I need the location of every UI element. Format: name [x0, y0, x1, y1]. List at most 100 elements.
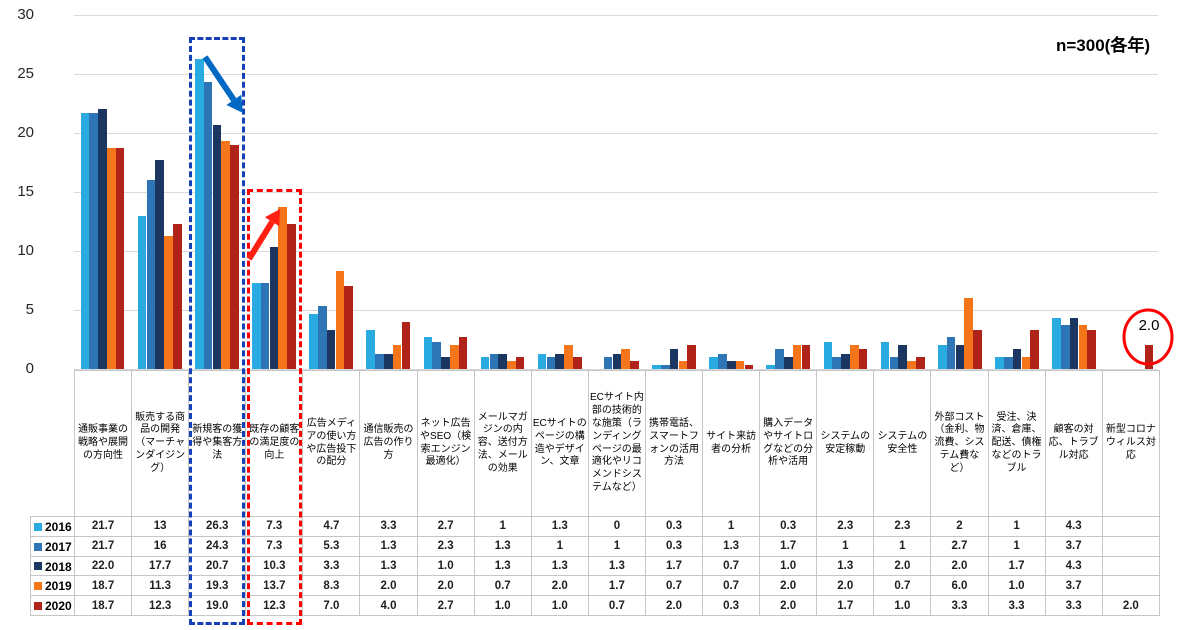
category-header: 広告メディアの使い方や広告投下の配分 — [302, 370, 361, 517]
category-header: 携帯電話、スマートフォンの活用方法 — [644, 370, 704, 517]
value-cell: 19.0 — [188, 595, 247, 617]
value-cell: 2.3 — [416, 535, 475, 557]
table-row: 2016 21.7 13 26.3 7.3 4.7 3.3 2.7 1 1.3 0 0.3 1 0.3 2.… — [30, 516, 1161, 537]
bar-2016-category-9 — [537, 353, 547, 369]
bar-2016-category-12 — [709, 357, 718, 369]
bar-2020-category-13 — [801, 345, 811, 369]
table-row: 2018 22.0 17.7 20.7 10.3 3.3 1.3 1.0 1.3 1.3 1.3 1.… — [30, 555, 1161, 577]
value-cell: 1.0 — [759, 555, 818, 577]
value-cell: 4.3 — [1044, 516, 1103, 537]
category-header: 既存の顧客の満足度の向上 — [245, 370, 304, 517]
gridline — [74, 132, 1158, 134]
year-row-label: 2018 — [30, 555, 75, 577]
value-cell: 2.0 — [759, 575, 818, 597]
bar-2020-category-12 — [744, 365, 754, 369]
bar-2020-category-4 — [287, 223, 296, 369]
series-swatch — [34, 542, 42, 551]
bar-2017-category-3 — [203, 82, 213, 369]
value-cell: 2.0 — [930, 555, 989, 577]
year-text: 2017 — [45, 539, 72, 554]
year-row-label: 2019 — [30, 575, 75, 597]
value-cell: 1.7 — [759, 535, 818, 557]
y-axis-tick-label: 10 — [17, 242, 34, 259]
bar-2016-category-4 — [252, 282, 261, 369]
year-row-label: 2016 — [30, 516, 75, 537]
bar-2017-category-10 — [603, 357, 613, 369]
bar-2020-category-14 — [858, 348, 868, 369]
value-cell: 1 — [473, 516, 532, 537]
bar-2017-category-5 — [318, 306, 327, 369]
value-cell: 2.0 — [416, 575, 475, 597]
bar-2019-category-3 — [221, 141, 230, 369]
bar-2016-category-15 — [880, 341, 890, 369]
value-cell: 5.3 — [302, 535, 361, 557]
value-cell: 2.3 — [816, 516, 875, 537]
bar-2019-category-12 — [735, 360, 745, 369]
bar-2019-category-6 — [392, 345, 402, 369]
bar-2018-category-8 — [498, 353, 507, 369]
bar-2018-category-18 — [1069, 318, 1079, 369]
table-corner-cell — [31, 371, 75, 517]
bar-2018-category-10 — [612, 353, 622, 369]
value-cell: 16 — [131, 535, 190, 557]
value-cell: 1.3 — [359, 535, 418, 557]
value-cell: 3.3 — [302, 555, 361, 577]
value-cell: 10.3 — [245, 555, 304, 577]
value-cell: 21.7 — [73, 535, 133, 557]
value-cell: 4.7 — [302, 516, 361, 537]
y-axis-tick-label: 20 — [17, 124, 34, 141]
value-cell: 0.7 — [702, 555, 761, 577]
bar-2019-category-8 — [507, 360, 516, 369]
bar-2017-category-6 — [375, 353, 384, 369]
bar-2016-category-7 — [423, 337, 433, 369]
bar-2020-category-10 — [630, 360, 639, 369]
year-text: 2020 — [45, 599, 72, 614]
value-cell: 3.7 — [1044, 575, 1103, 597]
year-text: 2018 — [45, 559, 72, 574]
value-cell: 1.3 — [359, 555, 418, 577]
bar-2018-category-14 — [841, 353, 850, 369]
category-header: システムの安定稼動 — [816, 370, 875, 517]
bar-2017-category-1 — [89, 112, 98, 369]
value-cell: 11.3 — [131, 575, 190, 597]
category-header: 販売する商品の開発（マーチャンダイジング） — [131, 370, 190, 517]
bar-2018-category-13 — [784, 357, 793, 369]
bar-2019-category-15 — [907, 360, 916, 369]
bar-2020-category-2 — [172, 223, 182, 369]
value-cell: 0.7 — [702, 575, 761, 597]
value-cell: 2.3 — [873, 516, 932, 537]
value-cell: 18.7 — [73, 575, 133, 597]
bar-2019-category-14 — [850, 345, 859, 369]
value-cell: 26.3 — [188, 516, 247, 537]
bar-2020-category-7 — [458, 337, 468, 369]
value-cell: 1.7 — [816, 595, 875, 617]
bar-2020-category-9 — [573, 357, 582, 369]
value-cell: 1 — [702, 516, 761, 537]
category-header: サイト来訪者の分析 — [702, 370, 761, 517]
bar-2016-category-16 — [937, 345, 947, 369]
value-cell: 12.3 — [131, 595, 190, 617]
category-header: ECサイトのページの構造やデザイン、文章 — [530, 370, 589, 517]
value-cell: 0.3 — [702, 595, 761, 617]
category-header: システムの安全性 — [873, 370, 932, 517]
value-cell: 8.3 — [302, 575, 361, 597]
value-cell: 17.7 — [131, 555, 190, 577]
bar-2018-category-3 — [212, 124, 222, 369]
sample-size-note: n=300(各年) — [1056, 36, 1150, 55]
y-axis-tick-label: 15 — [17, 183, 34, 200]
bar-2018-category-7 — [441, 357, 450, 369]
bar-2017-category-14 — [832, 357, 842, 369]
bar-2018-category-17 — [1012, 348, 1022, 369]
value-cell: 0.3 — [644, 535, 704, 557]
bar-2017-category-9 — [546, 357, 556, 369]
y-axis-tick-label: 0 — [25, 360, 34, 377]
value-cell: 1.0 — [473, 595, 532, 617]
year-row-label: 2017 — [30, 535, 75, 557]
value-cell: 3.7 — [1044, 535, 1103, 557]
bar-2016-category-6 — [366, 330, 375, 369]
value-cell: 2.0 — [816, 575, 875, 597]
value-cell: 1.3 — [816, 555, 875, 577]
value-cell: 0.7 — [587, 595, 646, 617]
gridline — [74, 368, 1158, 370]
bar-2016-category-5 — [309, 313, 318, 369]
